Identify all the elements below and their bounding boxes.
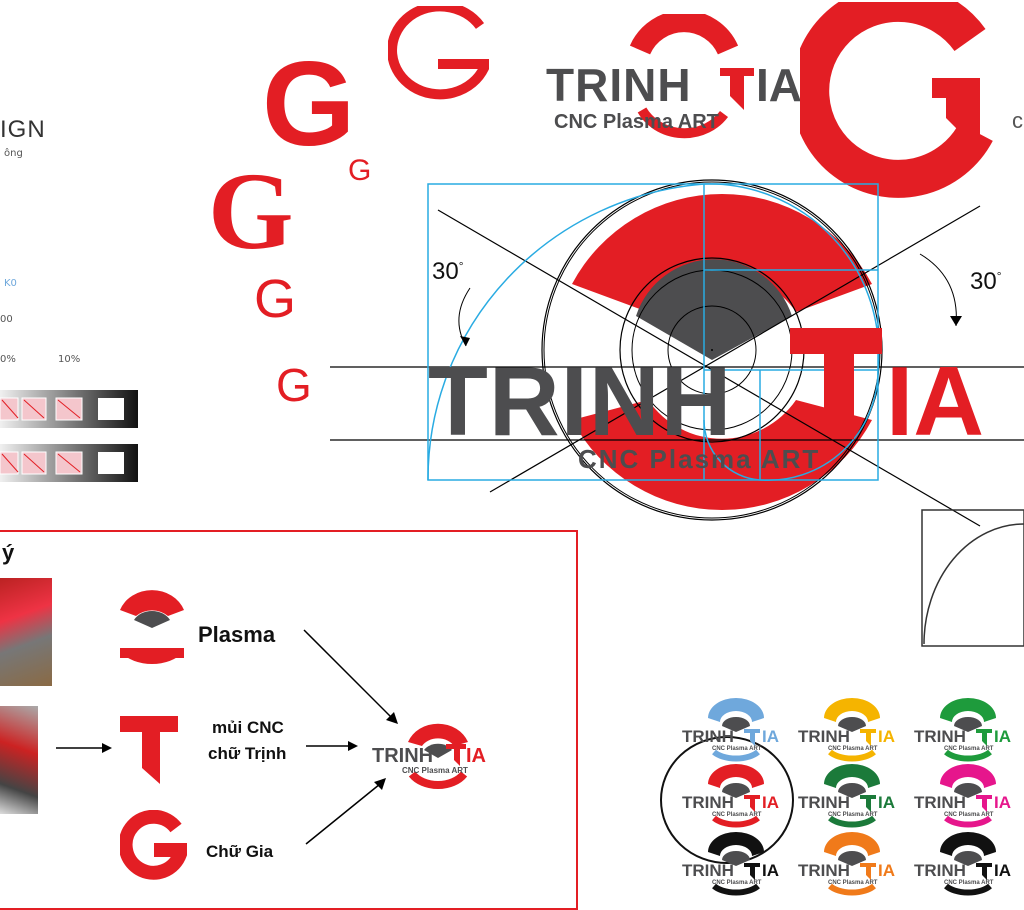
top-logo-tagline: CNC Plasma ART [554,111,719,133]
variant-tagline: CNC Plasma ART [712,812,762,818]
brand-trinh-text: TRINH [546,59,692,111]
result-logo-trinh: TRINH [372,745,434,767]
variant-tagline: CNC Plasma ART [828,812,878,818]
variant-ia-text: IA [994,727,1011,746]
variant-tagline: CNC Plasma ART [828,746,878,752]
logo-construction-diagram [330,179,1024,527]
right-edge-text: c [1012,108,1023,133]
sketch-g-letter: G [276,359,312,411]
variant-ia-text: IA [994,861,1011,880]
result-logo-tagline: CNC Plasma ART [402,766,468,775]
quarter-arc-diagram [921,509,1024,647]
plasma-cutting-photo [0,706,38,814]
variant-tagline: CNC Plasma ART [944,746,994,752]
variant-ia-text: IA [762,861,779,880]
cnc-machine-photo [0,578,52,686]
tint-label: 0% [0,354,16,365]
variant-tagline: CNC Plasma ART [944,812,994,818]
panel-heading: IGN [0,116,46,143]
variant-trinh-text: TRINH [914,793,966,812]
plasma-icon [120,590,184,664]
concept-arrows [303,629,398,845]
variant-trinh-text: TRINH [914,861,966,880]
variant-tagline: CNC Plasma ART [944,880,994,886]
large-g-icon [800,2,993,198]
variant-trinh-text: TRINH [798,727,850,746]
degree-symbol: ° [458,259,464,273]
sketch-g-letter: G [348,154,372,187]
result-logo-ia: IA [466,745,486,767]
concept-heading: ý [2,540,15,565]
top-logo-t-icon [720,68,754,110]
color-variant-logo: TRINH IA CNC Plasma ART [792,762,912,832]
variant-trinh-text: TRINH [914,727,966,746]
color-variant-logo: TRINH IA CNC Plasma ART [792,830,912,900]
color-variant-logo: TRINH IA CNC Plasma ART [908,696,1024,766]
variant-tagline: CNC Plasma ART [712,880,762,886]
result-logo-mark [408,723,468,790]
sketch-g-outline-icon [388,6,489,100]
variant-ia-text: IA [878,727,895,746]
tint-label: K0 [4,278,17,289]
angle-value: 30 [432,258,459,285]
left-design-panel: IGN ông K0 00 0% 10% [0,0,150,500]
color-variant-logo: TRINH IA CNC Plasma ART [792,696,912,766]
sketch-g-letter: G [262,37,356,171]
variant-ia-text: IA [878,861,895,880]
photo-arrow [56,743,112,753]
variant-tagline: CNC Plasma ART [828,880,878,886]
tint-label: 00 [0,314,13,325]
construction-tagline: CNC Plasma ART [578,444,821,474]
variant-trinh-text: TRINH [798,861,850,880]
sketch-g-letter: G [208,150,294,272]
color-variant-logo: TRINH IA CNC Plasma ART [676,830,796,900]
panel-subheading: ông [4,148,23,159]
cnc-t-icon [120,716,178,784]
top-logo-mark [629,14,739,139]
variant-ia-text: IA [878,793,895,812]
top-logo-ia: IA [756,59,802,111]
sketch-g-letter: G [254,269,297,329]
angle-label-left: 30° [432,258,464,286]
angle-label-right: 30° [970,268,1002,296]
angle-value: 30 [970,268,997,295]
gia-label: Chữ Gia [206,842,274,861]
variant-trinh-text: TRINH [682,727,734,746]
variant-ia-text: IA [762,727,779,746]
variant-trinh-text: TRINH [798,793,850,812]
construction-wordmark-ia: IA [886,346,984,456]
gia-g-icon [120,810,187,880]
cnc-label-line1: mủi CNC [212,718,284,737]
plasma-label: Plasma [198,622,276,647]
cnc-label-line2: chữ Trịnh [208,744,287,763]
variant-trinh-text: TRINH [682,793,734,812]
color-variant-logo: TRINH IA CNC Plasma ART [908,830,1024,900]
top-logo-wordmark: TRINH [546,62,692,108]
degree-symbol: ° [996,269,1002,283]
color-variant-logo: TRINH IA CNC Plasma ART [676,762,796,832]
color-variant-logo: TRINH IA CNC Plasma ART [908,762,1024,832]
variant-trinh-text: TRINH [682,861,734,880]
variant-ia-text: IA [762,793,779,812]
result-logo-t-icon [446,744,466,766]
variant-ia-text: IA [994,793,1011,812]
construction-wordmark-trinh: TRINH [428,346,733,456]
variant-tagline: CNC Plasma ART [712,746,762,752]
tint-label: 10% [58,354,81,365]
construction-t-icon [790,328,882,440]
tint-swatch-strips [0,390,138,482]
color-variant-logo: TRINH IA CNC Plasma ART [676,696,796,766]
variant-highlight-circle [660,736,794,864]
